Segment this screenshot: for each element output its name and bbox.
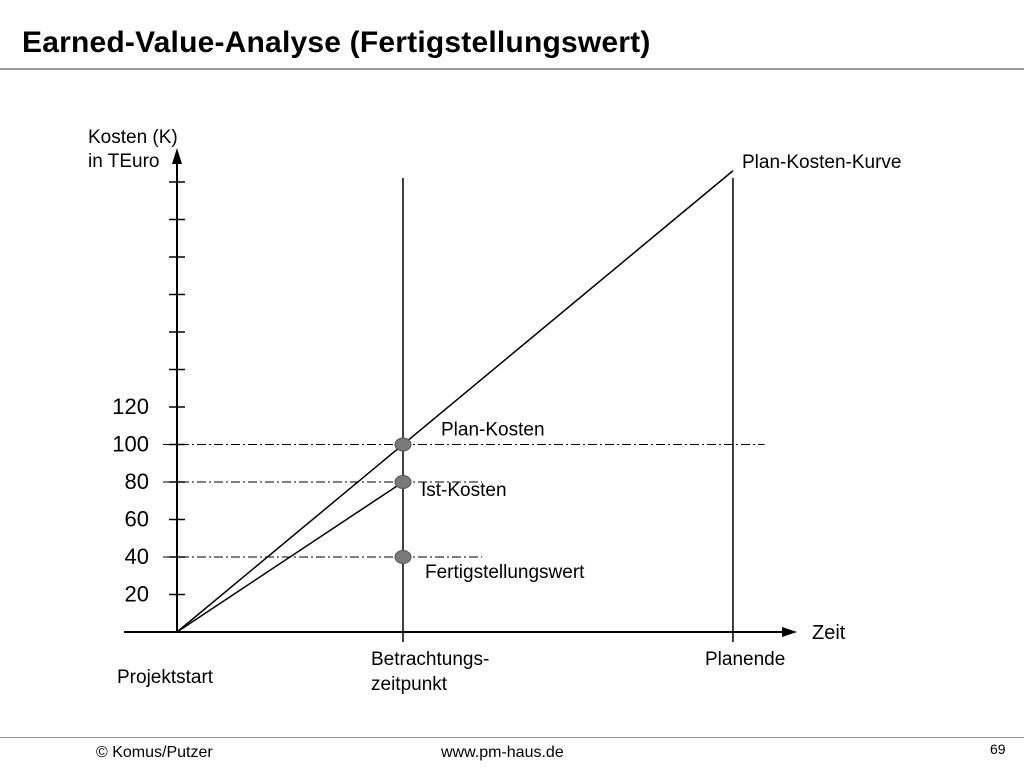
axes xyxy=(124,148,797,637)
vertical-lines xyxy=(402,178,734,642)
footer-copyright: © Komus/Putzer xyxy=(96,744,213,761)
earned-value-chart: 20 40 60 80 100 120 Kosten (K) in TEuro Zeit Proj… xyxy=(88,127,901,695)
y-tick-label: 20 xyxy=(125,582,149,607)
y-axis-label: in TEuro xyxy=(88,151,159,172)
x-category-label: Betrachtungs- xyxy=(371,649,489,670)
chart-labels: 20 40 60 80 100 120 Kosten (K) in TEuro Zeit Proj… xyxy=(88,127,901,695)
data-point-label: Ist-Kosten xyxy=(421,480,507,501)
reference-lines xyxy=(163,444,765,558)
series-line xyxy=(176,481,404,633)
y-axis-arrow xyxy=(172,148,182,164)
page-number: 69 xyxy=(990,741,1006,757)
y-tick-label: 80 xyxy=(125,469,149,494)
footer-website: www.pm-haus.de xyxy=(441,744,564,761)
data-point-label: Fertigstellungswert xyxy=(425,562,585,583)
x-category-label: zeitpunkt xyxy=(371,674,448,695)
data-point xyxy=(394,437,412,452)
slide-title: Earned-Value-Analyse (Fertigstellungswer… xyxy=(22,26,651,59)
x-axis-label: Zeit xyxy=(812,622,846,644)
y-tick-label: 120 xyxy=(112,394,149,419)
x-axis-arrow xyxy=(782,627,797,637)
title-divider xyxy=(0,68,1024,70)
data-point xyxy=(394,475,412,489)
data-point-label: Plan-Kosten xyxy=(441,420,545,441)
x-category-label: Planende xyxy=(705,649,785,670)
y-tick-label: 60 xyxy=(125,507,149,532)
series-lines xyxy=(176,170,734,633)
data-points xyxy=(394,437,412,564)
data-point xyxy=(394,550,412,564)
y-tick-label: 40 xyxy=(125,544,149,569)
series-label: Plan-Kosten-Kurve xyxy=(742,152,901,173)
series-line xyxy=(176,170,734,633)
y-axis-label: Kosten (K) xyxy=(88,127,178,148)
y-tick-label: 100 xyxy=(112,432,149,457)
x-category-label: Projektstart xyxy=(117,667,214,688)
footer-divider xyxy=(0,737,1024,738)
